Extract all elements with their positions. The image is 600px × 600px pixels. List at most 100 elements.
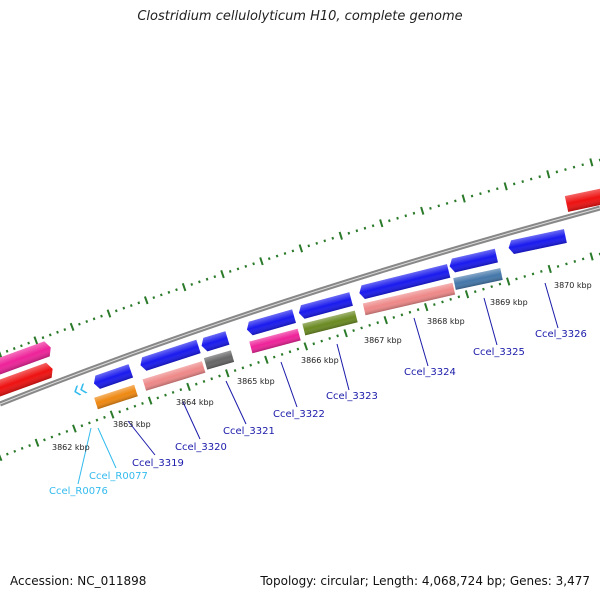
gene-label-ccel-r0077[interactable]: Ccel_R0077: [89, 471, 148, 482]
kbp-label: 3865 kbp: [237, 377, 275, 386]
topology-label: Topology: circular; Length: 4,068,724 bp…: [260, 574, 590, 588]
major-tick: [0, 351, 3, 359]
kbp-label: 3869 kbp: [490, 298, 528, 307]
major-tick: [547, 264, 552, 274]
minor-tick: [202, 379, 206, 383]
minor-tick: [164, 393, 167, 397]
minor-tick: [555, 170, 559, 174]
minor-tick: [210, 377, 214, 381]
minor-tick: [244, 264, 248, 268]
major-tick: [220, 269, 225, 279]
minor-tick: [179, 388, 183, 392]
minor-tick: [171, 390, 175, 394]
gene-steelblue-3325[interactable]: [453, 268, 503, 290]
leader-ccel-3326: [544, 282, 559, 329]
kbp-labels: 3862 kbp 3863 kbp 3864 kbp 3865 kbp 3866…: [52, 281, 592, 452]
minor-tick: [473, 290, 477, 294]
gene-gray-3321[interactable]: [203, 350, 235, 370]
major-tick: [34, 438, 40, 447]
minor-tick: [437, 204, 441, 208]
major-tick: [503, 182, 508, 191]
gene-label-ccel-3323[interactable]: Ccel_3323: [326, 391, 378, 402]
minor-tick: [133, 404, 137, 408]
minor-tick: [515, 277, 518, 281]
minor-tick: [85, 320, 89, 323]
minor-tick: [20, 344, 23, 348]
trna-ccel-r0077[interactable]: [78, 383, 88, 394]
gene-label-ccel-3322[interactable]: Ccel_3322: [273, 409, 325, 420]
major-tick: [589, 252, 594, 261]
minor-tick: [80, 424, 84, 428]
minor-tick: [470, 194, 474, 198]
gene-blue-3322[interactable]: [245, 309, 296, 336]
minor-tick: [118, 410, 122, 414]
minor-tick: [56, 330, 59, 334]
minor-tick: [312, 342, 316, 346]
kbp-label: 3864 kbp: [176, 398, 214, 407]
gene-magenta-left[interactable]: [0, 340, 53, 381]
major-tick: [379, 219, 384, 228]
gene-label-ccel-r0076[interactable]: Ccel_R0076: [49, 486, 108, 497]
gene-salmon-3324[interactable]: [362, 282, 456, 316]
minor-tick: [141, 401, 144, 405]
gene-orange-3319[interactable]: [94, 384, 138, 410]
minor-tick: [572, 165, 576, 169]
minor-tick: [125, 407, 129, 411]
minor-tick: [100, 314, 103, 318]
genome-backbone-highlight: [0, 207, 600, 405]
minor-tick: [257, 360, 260, 364]
accession-label: Accession: NC_011898: [10, 574, 147, 588]
major-tick: [0, 454, 3, 462]
gene-blue-3325[interactable]: [448, 248, 498, 273]
gene-blue-3320[interactable]: [138, 339, 201, 372]
minor-tick: [573, 260, 577, 263]
gene-blue-3326[interactable]: [507, 229, 567, 255]
minor-tick: [58, 432, 61, 436]
minor-tick: [28, 444, 31, 448]
gene-olive-3323[interactable]: [302, 310, 358, 336]
gene-salmon-3320[interactable]: [142, 361, 206, 391]
major-tick: [147, 396, 153, 405]
gene-red-left[interactable]: [0, 361, 55, 403]
minor-tick: [323, 239, 327, 243]
minor-tick: [565, 262, 568, 266]
minor-tick: [129, 304, 133, 308]
minor-tick: [213, 275, 217, 279]
minor-tick: [487, 189, 491, 193]
minor-tick: [307, 244, 311, 248]
gene-blue-3319[interactable]: [92, 364, 134, 390]
minor-tick: [388, 219, 391, 223]
gene-blue-3324[interactable]: [358, 264, 451, 300]
major-tick: [343, 329, 348, 338]
gene-label-ccel-3326[interactable]: Ccel_3326: [535, 329, 587, 340]
minor-tick: [5, 349, 9, 353]
gene-red-right[interactable]: [564, 184, 600, 212]
gene-label-ccel-3325[interactable]: Ccel_3325: [473, 347, 525, 358]
minor-tick: [50, 435, 54, 439]
minor-tick: [236, 267, 240, 271]
minor-tick: [449, 297, 452, 301]
gene-labels: Ccel_R0076 Ccel_R0077 Ccel_3319 Ccel_332…: [49, 329, 587, 497]
gene-magenta-3322[interactable]: [249, 328, 301, 354]
gene-label-ccel-3321[interactable]: Ccel_3321: [223, 426, 275, 437]
minor-tick: [65, 429, 69, 433]
minor-tick: [496, 187, 499, 191]
minor-tick: [521, 180, 524, 183]
trna-ccel-r0076[interactable]: [72, 385, 82, 396]
minor-tick: [114, 309, 118, 313]
minor-tick: [564, 168, 567, 171]
major-tick: [506, 277, 511, 286]
minor-tick: [498, 282, 502, 286]
gene-label-ccel-3320[interactable]: Ccel_3320: [175, 442, 227, 453]
minor-tick: [190, 283, 194, 286]
leader-ccel-r0076: [77, 427, 92, 485]
major-tick: [225, 369, 230, 378]
gene-label-ccel-3324[interactable]: Ccel_3324: [404, 367, 456, 378]
kbp-label: 3867 kbp: [364, 336, 402, 345]
major-tick: [420, 206, 425, 215]
minor-tick: [482, 287, 485, 291]
gene-blue-3323[interactable]: [297, 292, 353, 319]
minor-tick: [371, 224, 375, 228]
gene-blue-3321[interactable]: [200, 331, 230, 352]
gene-label-ccel-3319[interactable]: Ccel_3319: [132, 458, 184, 469]
